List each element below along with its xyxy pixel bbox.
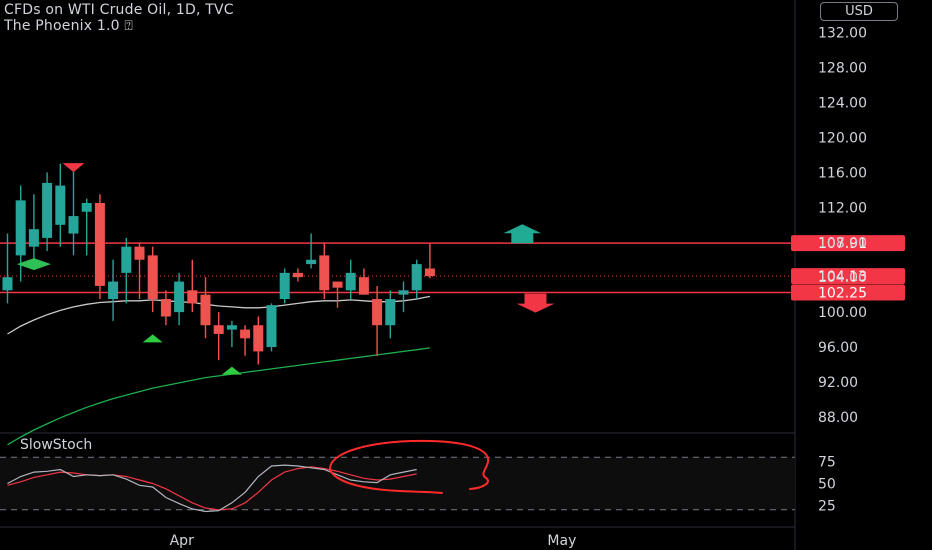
candle-body[interactable]	[108, 281, 119, 300]
candle-body[interactable]	[292, 272, 303, 278]
candle-body[interactable]	[424, 268, 435, 277]
price-tick-label: 108.00	[818, 235, 867, 251]
candle-body[interactable]	[121, 246, 132, 273]
candle-body[interactable]	[28, 229, 39, 247]
price-tick-label: 100.00	[818, 305, 867, 321]
candle-body[interactable]	[253, 325, 264, 352]
price-tick-label: 96.00	[818, 340, 858, 356]
stoch-tick-label: 75	[818, 455, 836, 471]
indicator-title[interactable]: The Phoenix 1.0 ⍰	[4, 18, 133, 34]
candle-body[interactable]	[358, 277, 369, 295]
level-tag[interactable]	[791, 235, 905, 252]
stoch-d-line[interactable]	[7, 466, 417, 511]
price-tick-label: 92.00	[818, 375, 858, 391]
signals	[16, 163, 555, 375]
currency-button[interactable]: USD	[820, 2, 898, 21]
time-tick-label: Apr	[170, 533, 194, 549]
candle-body[interactable]	[398, 290, 409, 295]
level-tag-label: 107.91	[818, 236, 867, 252]
candle-body[interactable]	[68, 216, 79, 234]
candle-body[interactable]	[200, 294, 211, 326]
price-tick-label: 128.00	[818, 61, 867, 77]
candle-body[interactable]	[174, 281, 185, 313]
price-tick-label: 132.00	[818, 26, 867, 42]
stoch-tick-label: 25	[818, 498, 836, 514]
candle-body[interactable]	[411, 264, 422, 291]
last-price-tag[interactable]	[791, 268, 905, 285]
ma-gray-line	[7, 295, 431, 335]
level-tag-label: 102.25	[818, 285, 867, 301]
signal-arrow-down	[62, 163, 85, 173]
ma-green-line	[7, 347, 430, 446]
signal-big-arrow-down	[516, 293, 555, 313]
slow-stoch-pane[interactable]: 25 50 75	[0, 455, 836, 515]
candle-body[interactable]	[147, 255, 158, 300]
candle-body[interactable]	[2, 277, 13, 291]
candle-body[interactable]	[279, 272, 290, 300]
candle-body[interactable]	[55, 185, 66, 225]
price-tick-label: 104.00	[818, 270, 867, 286]
signal-arrow-up	[142, 334, 163, 343]
candle-body[interactable]	[372, 299, 383, 326]
candle-body[interactable]	[332, 281, 343, 288]
candle-body[interactable]	[213, 325, 224, 334]
stoch-band	[0, 457, 795, 510]
signal-arrow-up	[221, 366, 242, 375]
candle-body[interactable]	[306, 259, 317, 265]
time-tick-label: May	[547, 533, 576, 549]
time-axis[interactable]: AprMayJun	[170, 533, 932, 549]
candle-body[interactable]	[240, 329, 251, 339]
price-tick-label: 112.00	[818, 200, 867, 216]
candle-body[interactable]	[134, 246, 145, 260]
price-axis[interactable]: 88.00 92.00 96.00 100.00 104.00 108.00 112.00 1…	[818, 26, 867, 426]
candle-body[interactable]	[385, 299, 396, 326]
stoch-k-line[interactable]	[7, 464, 417, 513]
signal-diamond	[16, 258, 51, 271]
level-tag[interactable]	[791, 284, 905, 301]
last-price-label: 104.13	[818, 269, 867, 285]
candle-body[interactable]	[42, 182, 53, 238]
stoch-tick-label: 50	[818, 477, 836, 493]
moving-averages	[7, 295, 431, 446]
signal-big-arrow-up	[503, 224, 542, 244]
price-tick-label: 88.00	[818, 410, 858, 426]
price-tick-label: 116.00	[818, 165, 867, 181]
annotation	[328, 439, 490, 494]
candle-body[interactable]	[15, 200, 26, 256]
candle-body[interactable]	[94, 202, 105, 286]
candle-body[interactable]	[266, 305, 277, 348]
candle-body[interactable]	[226, 325, 237, 330]
candles[interactable]	[2, 163, 435, 365]
hand-drawn-circle	[328, 439, 490, 494]
candle-body[interactable]	[319, 255, 330, 291]
price-tick-label: 124.00	[818, 96, 867, 112]
symbol-title[interactable]: CFDs on WTI Crude Oil, 1D, TVC	[4, 2, 234, 18]
candle-body[interactable]	[187, 290, 198, 304]
price-tick-label: 120.00	[818, 131, 867, 147]
candle-body[interactable]	[81, 202, 92, 212]
stoch-title[interactable]: SlowStoch	[20, 437, 93, 453]
candle-body[interactable]	[160, 299, 171, 317]
candle-body[interactable]	[345, 272, 356, 291]
